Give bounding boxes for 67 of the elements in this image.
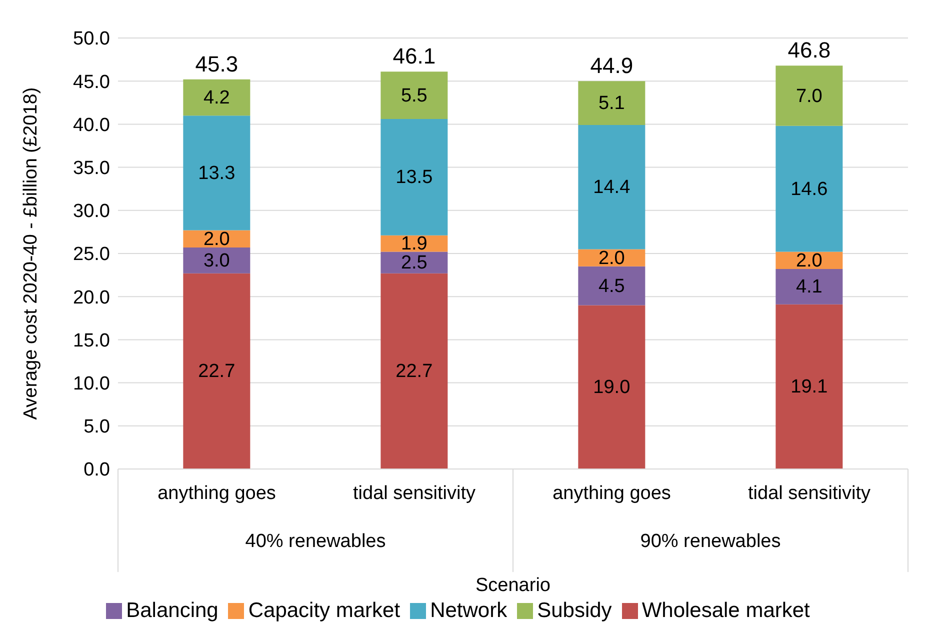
data-label: 2.0 xyxy=(203,228,230,250)
bar xyxy=(776,66,843,126)
data-label: 5.5 xyxy=(400,85,428,106)
bar xyxy=(380,72,448,120)
bar xyxy=(380,235,448,252)
y-tick-label: 40.0 xyxy=(73,114,110,136)
y-tick-label: 25.0 xyxy=(73,244,110,266)
legend-label: Balancing xyxy=(126,599,218,622)
bar xyxy=(578,249,646,266)
bar xyxy=(183,116,250,230)
data-label: 22.7 xyxy=(396,361,433,382)
total-label: 46.8 xyxy=(788,38,831,63)
bar xyxy=(183,79,250,116)
data-label: 3.0 xyxy=(203,250,230,272)
bar xyxy=(380,252,448,274)
data-label: 4.5 xyxy=(598,276,625,297)
data-label: 14.4 xyxy=(593,177,631,198)
bar xyxy=(380,273,448,469)
bar xyxy=(776,126,843,252)
legend-label: Subsidy xyxy=(537,599,612,622)
text: 90% renewables xyxy=(640,531,781,552)
bar xyxy=(183,230,250,248)
data-label: 22.7 xyxy=(198,361,236,382)
data-label: 19.0 xyxy=(593,377,630,398)
y-axis-title: Average cost 2020-40 - £billion (£2018) xyxy=(20,87,42,420)
bar xyxy=(578,305,646,469)
x-tick-label: tidal sensitivity xyxy=(353,483,476,504)
y-tick-label: 15.0 xyxy=(73,330,110,352)
y-tick-label: 20.0 xyxy=(73,287,110,308)
data-label: 5.1 xyxy=(598,93,625,114)
x-tick-label: tidal sensitivity xyxy=(748,483,871,504)
bar xyxy=(578,125,646,250)
data-label: 14.6 xyxy=(790,178,828,200)
y-tick-label: 35.0 xyxy=(73,158,110,180)
legend-label: Wholesale market xyxy=(642,599,810,622)
data-label: 19.1 xyxy=(790,376,828,398)
bar xyxy=(183,247,250,274)
data-label: 13.5 xyxy=(396,167,433,188)
x-tick-label: anything goes xyxy=(552,483,671,504)
data-label: 2.5 xyxy=(400,252,428,274)
total-label: 44.9 xyxy=(590,53,634,78)
data-label: 2.0 xyxy=(796,250,822,272)
data-label: 7.0 xyxy=(796,86,822,107)
data-label: 1.9 xyxy=(400,234,428,255)
data-label: 4.1 xyxy=(796,276,822,298)
text: 40% renewables xyxy=(245,531,386,552)
bar xyxy=(380,119,448,236)
bar xyxy=(183,273,250,469)
legend-label: Network xyxy=(430,599,508,622)
y-tick-label: 30.0 xyxy=(73,201,110,222)
x-axis-title: Scenario xyxy=(476,575,550,596)
y-tick-label: 10.0 xyxy=(73,374,110,395)
y-tick-label: 0.0 xyxy=(84,460,110,481)
data-label: 2.0 xyxy=(598,248,625,269)
bar xyxy=(776,304,843,469)
y-tick-label: 50.0 xyxy=(73,28,110,50)
bar xyxy=(578,81,646,126)
bar xyxy=(776,269,843,304)
legend-label: Capacity market xyxy=(248,599,400,622)
x-tick-label: anything goes xyxy=(158,483,276,504)
bar xyxy=(578,266,646,306)
total-label: 45.3 xyxy=(195,51,238,76)
y-tick-label: 5.0 xyxy=(84,416,110,438)
y-tick-label: 45.0 xyxy=(73,72,110,93)
total-label: 46.1 xyxy=(392,44,436,69)
data-label: 13.3 xyxy=(198,162,236,184)
data-label: 4.2 xyxy=(203,87,230,108)
